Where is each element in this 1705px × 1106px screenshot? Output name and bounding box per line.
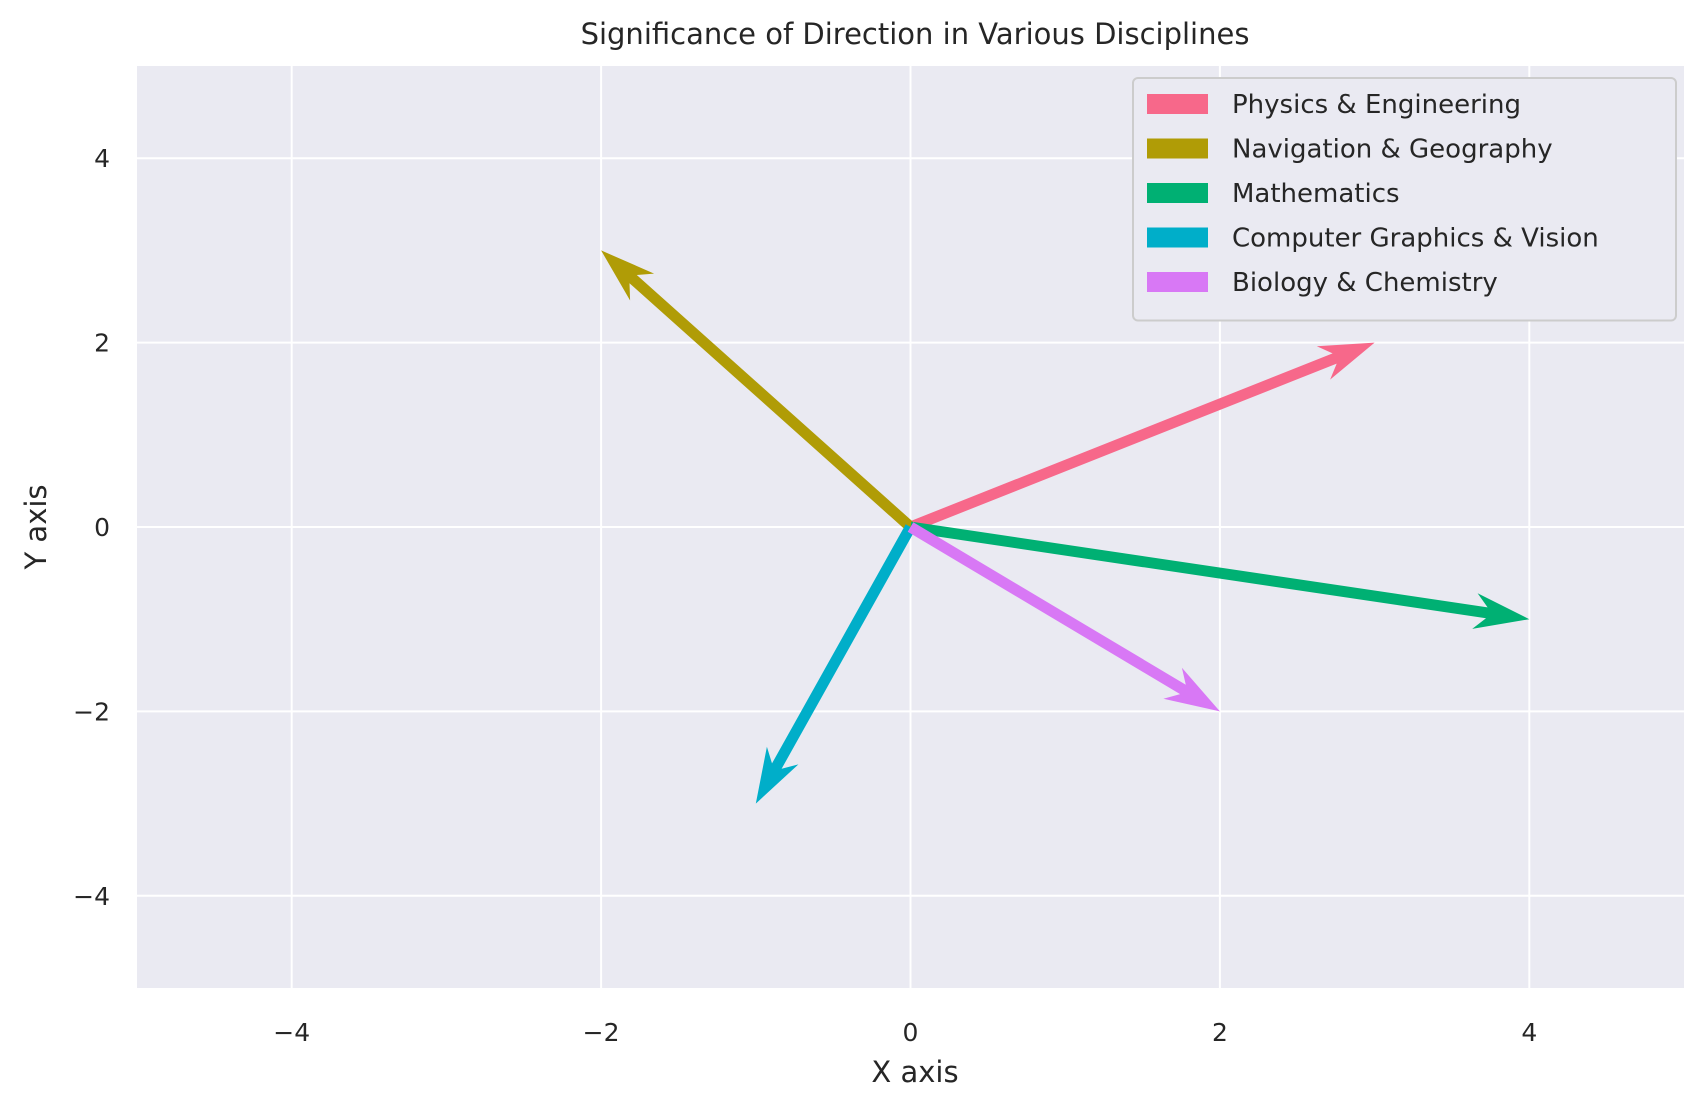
x-tick-label: 0	[903, 1018, 919, 1047]
arrow-2	[601, 250, 915, 532]
x-tick-label: −2	[583, 1018, 620, 1047]
legend-entry: Physics & Engineering	[1232, 90, 1521, 120]
legend-swatch	[1147, 183, 1208, 203]
arrow-4	[755, 524, 916, 804]
legend-entry: Navigation & Geography	[1232, 135, 1553, 165]
chart-title: Significance of Direction in Various Dis…	[581, 17, 1250, 51]
arrow-5	[907, 522, 1220, 712]
legend: Physics & Engineering Navigation & Geogra…	[1132, 77, 1677, 322]
y-tick-label: 2	[94, 329, 110, 358]
x-tick-label: −4	[273, 1018, 310, 1047]
y-tick-labels: −4 −2 0 2 4	[73, 144, 110, 911]
y-tick-label: −2	[73, 697, 110, 726]
legend-swatch	[1147, 94, 1208, 114]
y-tick-label: 4	[94, 144, 110, 173]
arrow-3	[909, 521, 1530, 629]
x-axis-label: X axis	[871, 1055, 958, 1089]
y-tick-label: 0	[94, 513, 110, 542]
y-axis-label: Y axis	[19, 484, 53, 570]
legend-entry: Computer Graphics & Vision	[1232, 224, 1599, 254]
y-tick-label: −4	[73, 882, 110, 911]
x-tick-labels: −4 −2 0 2 4	[273, 1018, 1537, 1047]
legend-swatch	[1147, 138, 1208, 159]
legend-swatch	[1147, 227, 1208, 248]
legend-entry: Mathematics	[1232, 179, 1400, 209]
legend-entry: Biology & Chemistry	[1232, 268, 1498, 298]
legend-swatch	[1147, 272, 1208, 292]
x-tick-label: 2	[1212, 1018, 1228, 1047]
x-tick-label: 4	[1521, 1018, 1537, 1047]
legend-box	[1132, 77, 1677, 322]
arrow-1	[908, 342, 1375, 533]
arrows	[601, 250, 1530, 804]
